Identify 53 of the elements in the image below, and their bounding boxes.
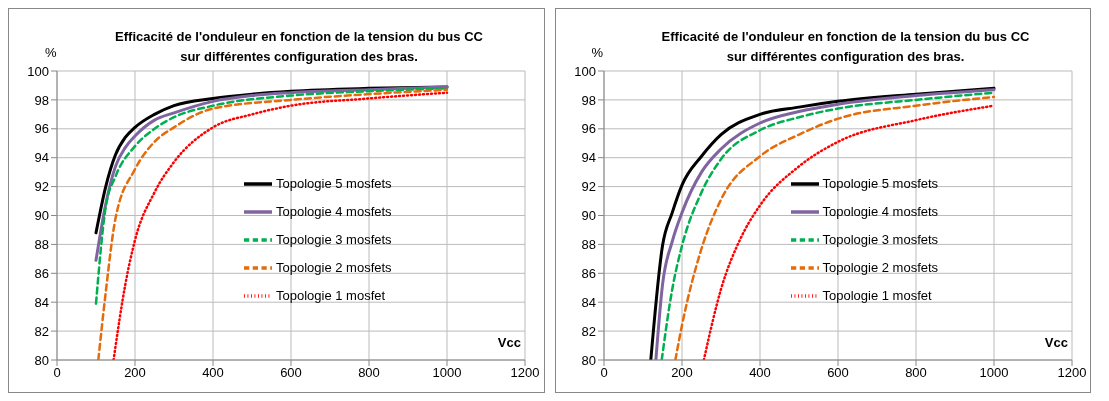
y-tick-label: 82 [581,323,596,339]
y-tick-label: 88 [34,237,49,253]
y-tick-label: 84 [581,294,596,310]
legend-label: Topologie 4 mosfets [276,204,392,220]
x-tick-label: 200 [670,365,693,381]
x-axis-title: Vcc [1044,335,1068,351]
y-axis-title: % [591,45,604,60]
x-axis-title: Vcc [497,335,521,351]
chart-title: Efficacité de l'onduleur en fonction de la tension du bus CC sur différentes configuration des bras. [114,28,484,66]
y-tick-label: 84 [34,294,49,310]
x-tick-label: 0 [53,365,61,381]
y-tick-label: 100 [573,63,596,79]
legend-label: Topologie 1 mosfet [822,288,932,304]
y-tick-label: 90 [34,208,49,224]
legend-label: Topologie 1 mosfet [276,288,386,304]
y-tick-label: 90 [581,208,596,224]
legend-label: Topologie 4 mosfets [822,204,939,220]
legend-label: Topologie 2 mosfets [822,260,939,276]
y-axis-title: % [45,45,57,60]
x-tick-label: 200 [124,365,146,381]
x-tick-label: 800 [904,365,927,381]
y-tick-label: 86 [34,265,49,281]
x-tick-label: 0 [599,365,608,381]
x-tick-label: 400 [748,365,771,381]
y-tick-label: 100 [27,63,49,79]
legend-label: Topologie 5 mosfets [276,176,392,192]
line-series [94,87,449,305]
x-tick-label: 600 [280,365,302,381]
legend-label: Topologie 2 mosfets [276,260,392,276]
y-tick-label: 80 [34,352,49,368]
y-tick-label: 94 [581,150,596,166]
x-tick-label: 1200 [1057,365,1086,381]
y-tick-label: 86 [581,265,596,281]
y-tick-label: 92 [34,179,49,195]
y-tick-label: 88 [581,237,596,253]
x-tick-label: 800 [358,365,380,381]
x-tick-label: 1200 [510,365,540,381]
y-tick-label: 96 [34,121,49,137]
x-tick-label: 1000 [979,365,1008,381]
x-tick-label: 600 [826,365,849,381]
y-tick-label: 80 [581,352,596,368]
legend-label: Topologie 3 mosfets [276,232,392,248]
y-tick-label: 82 [34,323,49,339]
y-tick-label: 94 [34,150,49,166]
y-tick-label: 96 [581,121,596,137]
x-tick-label: 1000 [432,365,462,381]
chart-title: Efficacité de l'onduleur en fonction de la tension du bus CC sur différentes configuration des bras. [660,28,1031,66]
legend-label: Topologie 3 mosfets [822,232,939,248]
y-tick-label: 92 [581,179,596,195]
legend-label: Topologie 5 mosfets [822,176,939,192]
y-tick-label: 98 [34,92,49,108]
y-tick-label: 98 [581,92,596,108]
x-tick-label: 400 [202,365,224,381]
